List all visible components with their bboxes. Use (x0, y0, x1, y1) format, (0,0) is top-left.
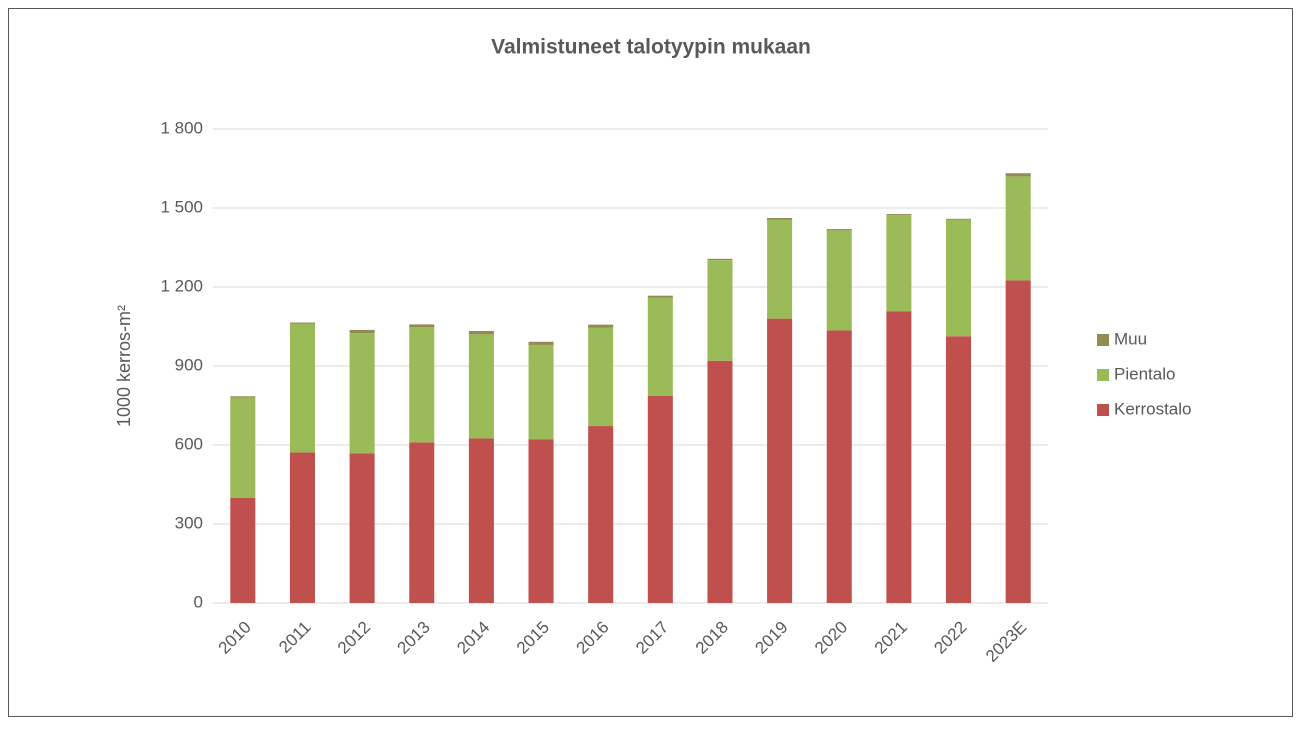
bar-segment (1005, 173, 1031, 177)
legend-label: Kerrostalo (1114, 399, 1191, 418)
legend-swatch (1097, 404, 1109, 416)
bar-segment (707, 360, 733, 603)
bar-segment (1005, 280, 1031, 603)
bar-segment (289, 322, 315, 324)
bar-segment (289, 452, 315, 603)
bar-segment (707, 260, 733, 361)
bar-segment (409, 324, 435, 328)
bar-segment (647, 297, 673, 397)
bar-segment (826, 229, 852, 231)
legend-label: Muu (1114, 329, 1147, 348)
legend-label: Pientalo (1114, 364, 1175, 383)
bar-segment (647, 396, 673, 603)
y-tick-label: 0 (194, 592, 203, 611)
bar-segment (230, 396, 256, 398)
bar-segment (767, 318, 793, 603)
bar-segment (946, 219, 972, 337)
y-tick-label: 1 200 (160, 276, 203, 295)
bar-segment (289, 323, 315, 453)
bar-segment (468, 334, 494, 439)
bar-segment (946, 336, 972, 603)
bar-segment (349, 333, 375, 454)
bar-segment (707, 258, 733, 261)
bar-segment (588, 324, 614, 328)
bar-segment (886, 215, 912, 312)
bar-segment (468, 438, 494, 603)
legend-swatch (1097, 334, 1109, 346)
y-tick-label: 1 500 (160, 197, 203, 216)
bar-segment (886, 214, 912, 216)
bar-segment (409, 327, 435, 443)
bar-segment (230, 397, 256, 498)
bar-segment (349, 453, 375, 603)
y-axis-label: 1000 kerros-m² (114, 305, 134, 427)
y-tick-label: 300 (175, 513, 203, 532)
y-tick-label: 900 (175, 355, 203, 374)
bar-segment (349, 329, 375, 334)
y-tick-label: 1 800 (160, 118, 203, 137)
legend-swatch (1097, 369, 1109, 381)
bar-segment (767, 219, 793, 319)
bar-segment (767, 218, 793, 220)
bar-segment (886, 311, 912, 603)
bar-segment (826, 230, 852, 331)
bar-segment (588, 426, 614, 603)
bar-segment (468, 330, 494, 335)
bar-segment (647, 295, 673, 298)
y-tick-label: 600 (175, 434, 203, 453)
bar-segment (588, 327, 614, 427)
bar-segment (826, 330, 852, 603)
bar-segment (528, 344, 554, 440)
bar-segment (230, 497, 256, 603)
bar-segment (946, 218, 972, 220)
bar-segment (528, 439, 554, 603)
bar-segment (409, 442, 435, 603)
chart-title: Valmistuneet talotyypin mukaan (491, 36, 811, 59)
bar-segment (1005, 176, 1031, 281)
bar-segment (528, 341, 554, 345)
